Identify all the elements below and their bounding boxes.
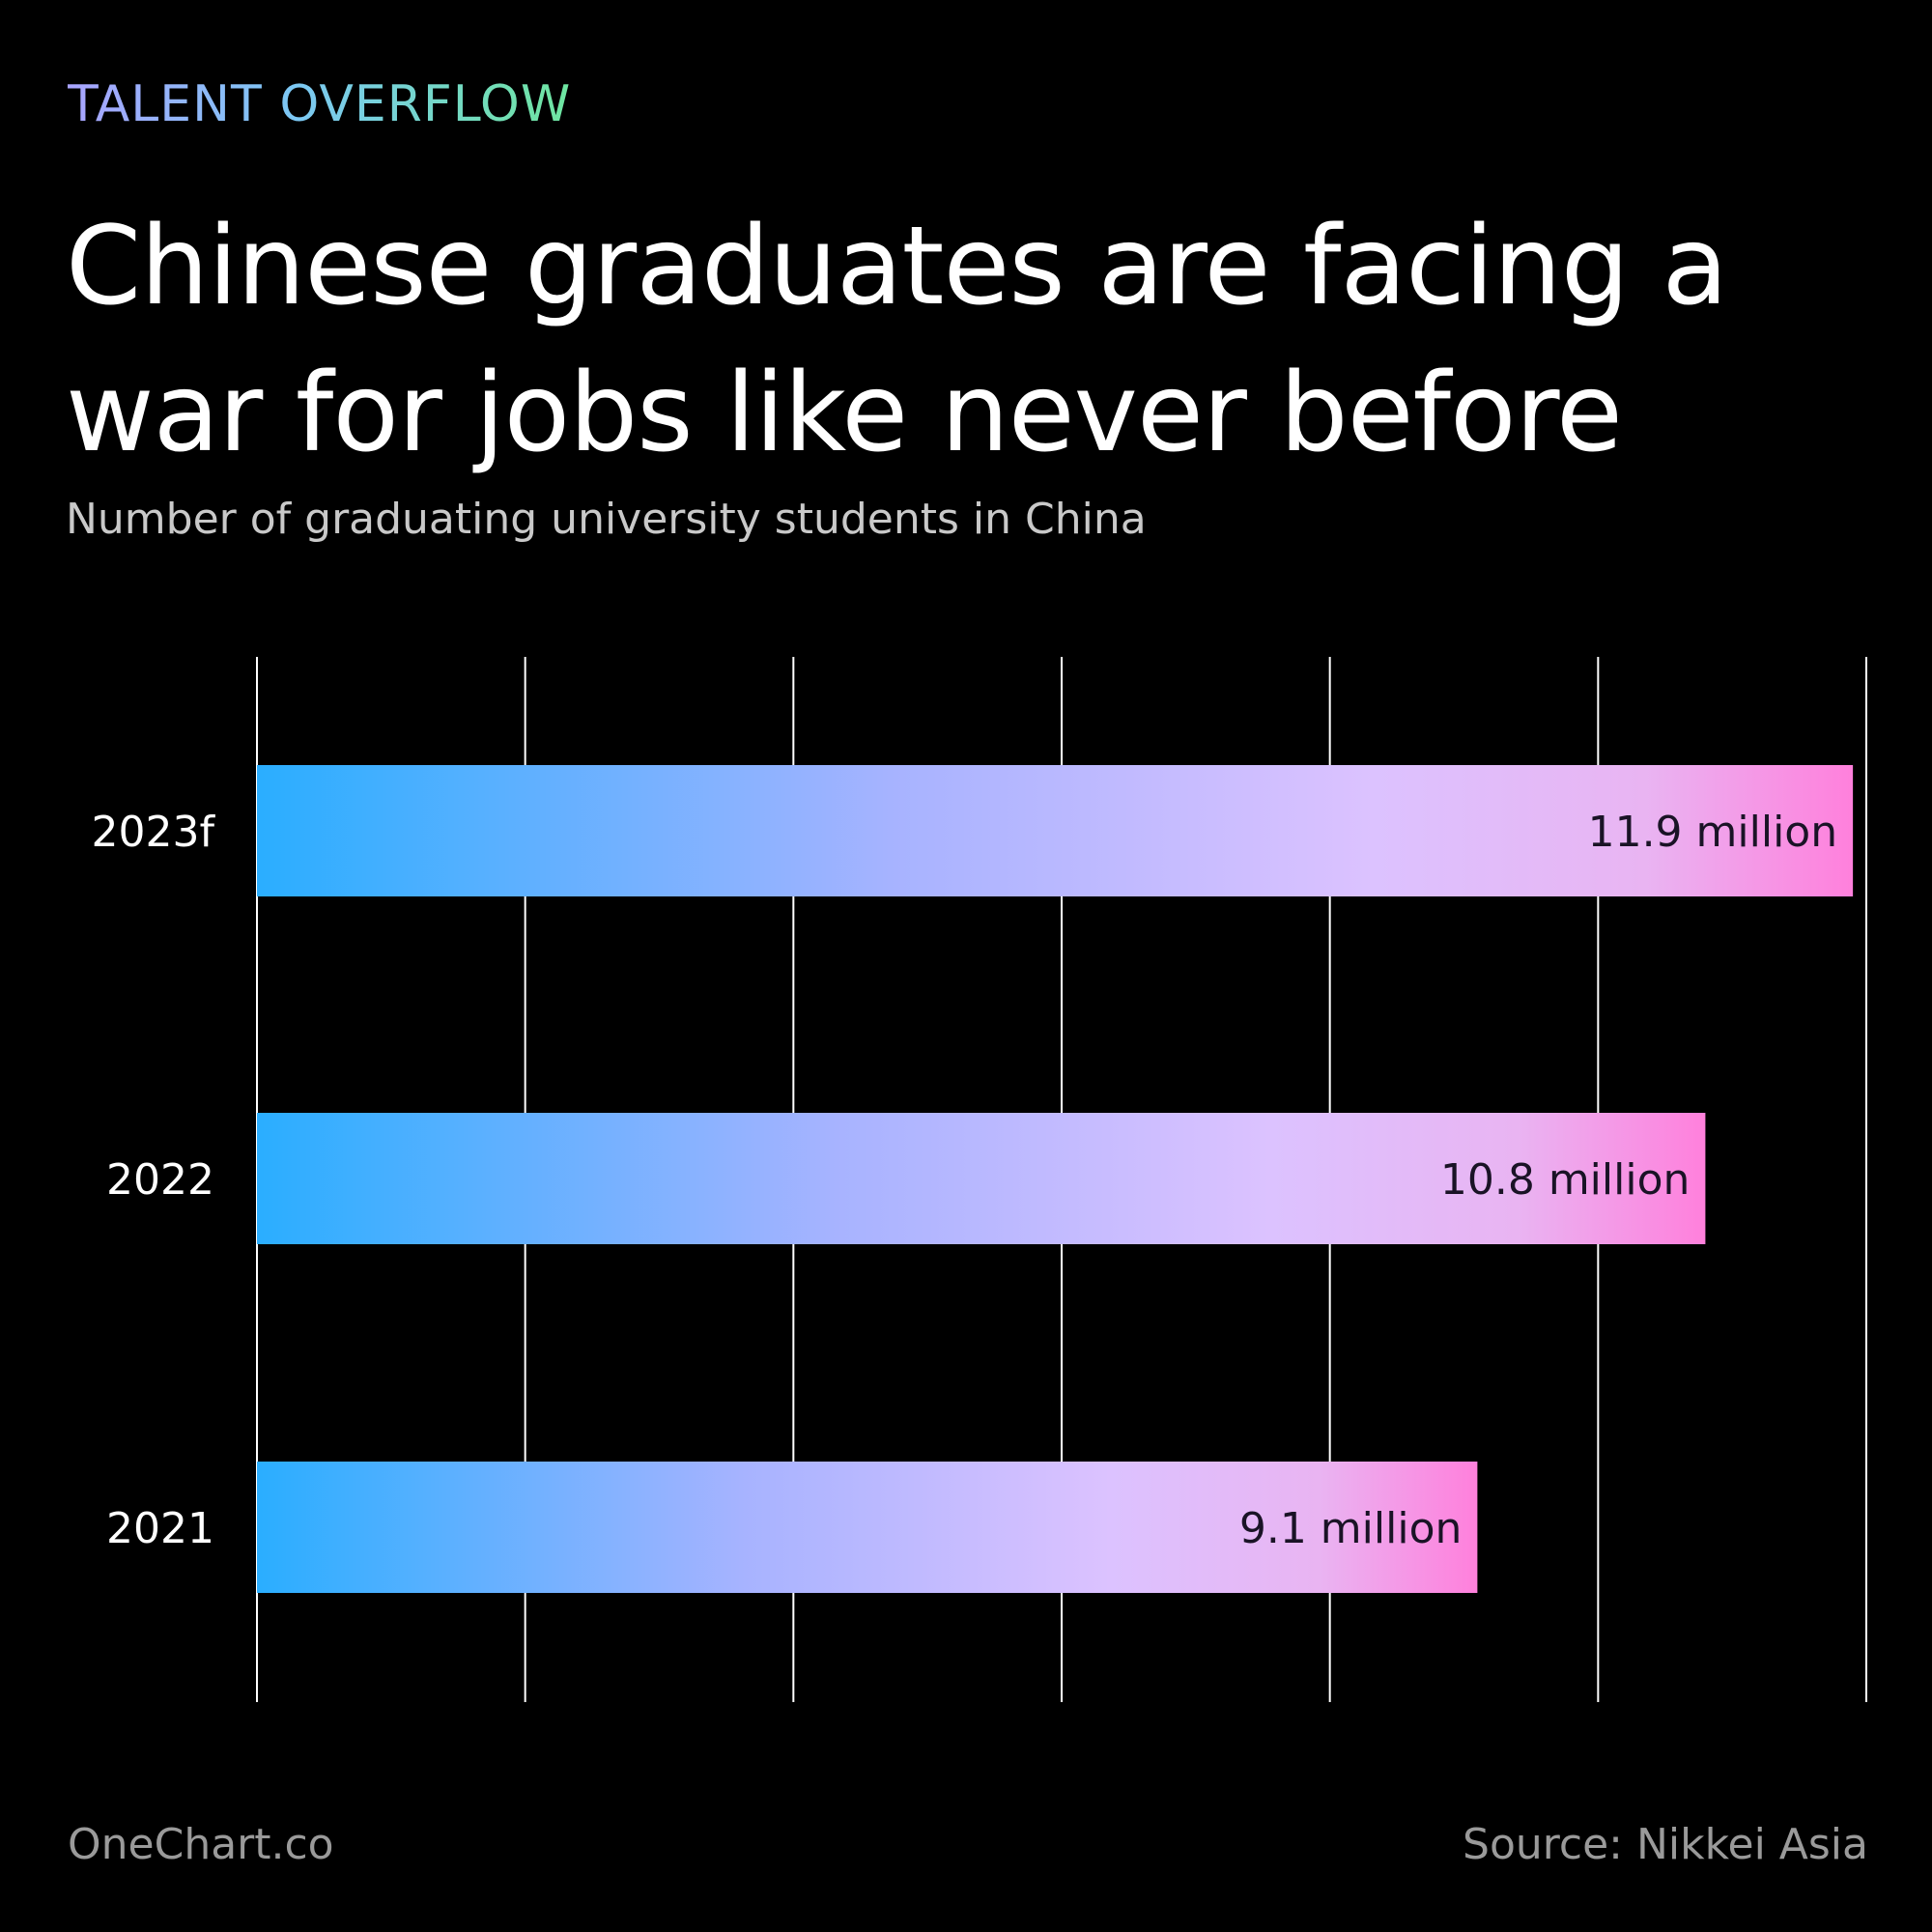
category-label-2023f: 2023f <box>92 808 216 857</box>
value-label-2022: 10.8 million <box>1440 1155 1690 1205</box>
chart-title: Chinese graduates are facing a war for j… <box>66 204 1728 476</box>
category-label-2022: 2022 <box>106 1155 214 1205</box>
value-label-2021: 9.1 million <box>1239 1504 1463 1553</box>
brand-label: OneChart.co <box>68 1820 334 1869</box>
chart-kicker: TALENT OVERFLOW <box>68 75 572 133</box>
bars <box>257 765 1854 1593</box>
chart-subtitle: Number of graduating university students… <box>66 495 1147 544</box>
source-label: Source: Nikkei Asia <box>1463 1820 1868 1869</box>
labels: 2023f 11.9 million 2022 10.8 million 2021 9.1… <box>92 808 1838 1553</box>
category-label-2021: 2021 <box>106 1504 214 1553</box>
bar-2021 <box>257 1462 1478 1593</box>
bar-2022 <box>257 1113 1706 1244</box>
bar-2023f <box>257 765 1854 896</box>
value-label-2023f: 11.9 million <box>1588 808 1838 857</box>
